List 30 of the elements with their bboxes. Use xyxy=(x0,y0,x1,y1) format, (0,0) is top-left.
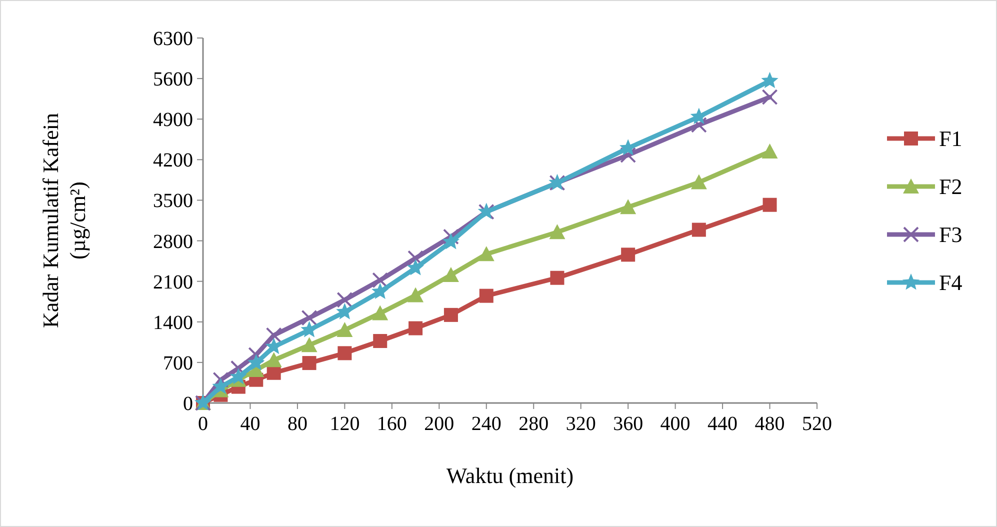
x-axis-title: Waktu (menit) xyxy=(446,463,574,488)
x-tick-label: 320 xyxy=(566,413,596,435)
y-axis-title: Kadar Kumulatif Kafein (µg/cm²) xyxy=(38,112,90,328)
y-tick-label: 3500 xyxy=(153,190,193,212)
x-tick-label: 400 xyxy=(660,413,690,435)
legend-label: F1 xyxy=(939,126,962,152)
x-tick-label: 80 xyxy=(287,413,308,435)
y-tick-label: 2100 xyxy=(153,271,193,294)
x-tick-label: 0 xyxy=(198,413,208,435)
x-tick-label: 360 xyxy=(613,413,644,435)
x-tick-label: 240 xyxy=(471,413,502,435)
y-tick-label: 1400 xyxy=(153,312,193,334)
y-tick-label: 2800 xyxy=(153,230,193,253)
x-tick-label: 440 xyxy=(708,413,738,435)
y-tick-label: 6300 xyxy=(153,28,193,50)
y-tick-label: 700 xyxy=(163,352,193,374)
x-tick-label: 280 xyxy=(518,413,549,435)
x-tick-label: 200 xyxy=(424,413,454,435)
x-tick-label: 480 xyxy=(754,413,785,435)
x-tick-label: 520 xyxy=(802,413,832,435)
legend-label: F2 xyxy=(939,174,962,200)
y-tick-label: 0 xyxy=(183,393,193,415)
legend-label: F3 xyxy=(939,222,962,248)
y-tick-label: 4900 xyxy=(153,109,193,132)
y-tick-label: 5600 xyxy=(153,68,193,91)
y-tick-label: 4200 xyxy=(153,150,193,172)
x-tick-label: 160 xyxy=(376,413,407,435)
x-tick-label: 120 xyxy=(330,413,360,435)
x-tick-label: 40 xyxy=(240,413,260,435)
legend-label: F4 xyxy=(939,270,962,296)
